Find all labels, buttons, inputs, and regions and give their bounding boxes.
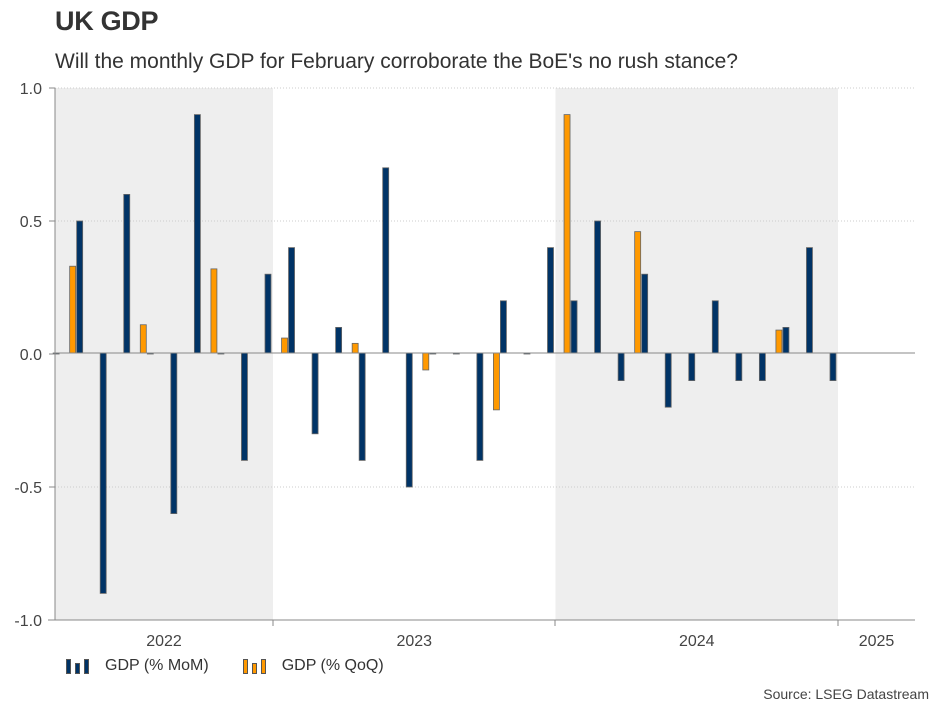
x-tick-label: 2024	[679, 633, 715, 650]
legend-label-mom: GDP (% MoM)	[105, 657, 209, 674]
mom-bar	[288, 247, 295, 354]
chart-subtitle: Will the monthly GDP for February corrob…	[55, 50, 738, 73]
mom-bar	[193, 114, 201, 354]
mom-bar	[735, 352, 743, 382]
bar-series-icon	[242, 658, 270, 674]
qoq-bar	[69, 265, 77, 354]
mom-bar	[641, 273, 649, 354]
mom-bar	[806, 247, 813, 354]
mom-bar	[99, 352, 107, 594]
mom-bar	[547, 247, 554, 354]
shaded-period	[55, 88, 273, 620]
x-tick-label: 2025	[859, 633, 895, 650]
qoq-bar	[281, 337, 288, 354]
qoq-bar	[563, 114, 571, 354]
x-tick-label: 2023	[396, 633, 432, 650]
x-tick-label: 2022	[146, 633, 182, 650]
qoq-swatch-bar	[251, 662, 257, 674]
y-tick-label: 1.0	[20, 81, 42, 98]
y-tick-label: 0.0	[20, 347, 42, 364]
mom-bar	[358, 352, 366, 461]
qoq-bar	[139, 324, 147, 354]
qoq-swatch-bar	[242, 658, 248, 674]
mom-bar	[829, 352, 837, 382]
mom-bar	[241, 352, 248, 461]
mom-bar	[264, 273, 272, 354]
y-tick-label: -1.0	[14, 613, 42, 630]
mom-bar	[335, 326, 343, 354]
mom-bar	[594, 220, 601, 354]
mom-bar	[382, 167, 390, 354]
chart-title: UK GDP	[55, 6, 159, 36]
legend: GDP (% MoM) GDP (% QoQ)	[66, 657, 418, 675]
qoq-bar	[634, 231, 642, 354]
legend-label-qoq: GDP (% QoQ)	[281, 657, 384, 674]
bar-series-icon	[66, 658, 93, 674]
mom-swatch-bar	[75, 662, 80, 674]
qoq-bar	[493, 352, 500, 411]
shaded-period	[555, 88, 838, 620]
qoq-bar	[422, 352, 430, 371]
legend-item-mom[interactable]: GDP (% MoM)	[66, 657, 209, 675]
y-tick-label: -0.5	[14, 480, 42, 497]
qoq-bar	[351, 342, 359, 354]
mom-bar	[476, 352, 484, 461]
qoq-bar	[775, 329, 783, 354]
mom-bar	[405, 352, 413, 488]
mom-swatch-bar	[84, 658, 89, 674]
source-note: Source: LSEG Datastream	[763, 686, 929, 702]
mom-bar	[76, 220, 84, 354]
qoq-bar	[210, 268, 218, 354]
mom-bar	[758, 352, 766, 382]
mom-bar	[782, 326, 790, 354]
mom-bar	[664, 352, 672, 408]
mom-bar	[711, 300, 719, 354]
y-tick-label: 0.5	[20, 214, 42, 231]
qoq-swatch-bar	[260, 658, 266, 674]
mom-bar	[617, 352, 625, 382]
mom-swatch-bar	[66, 658, 71, 674]
mom-bar	[170, 352, 178, 515]
mom-bar	[123, 193, 131, 354]
mom-bar	[500, 300, 507, 354]
legend-item-qoq[interactable]: GDP (% QoQ)	[242, 657, 384, 675]
mom-bar	[311, 352, 319, 435]
mom-bar	[688, 352, 696, 382]
mom-bar	[570, 300, 578, 354]
